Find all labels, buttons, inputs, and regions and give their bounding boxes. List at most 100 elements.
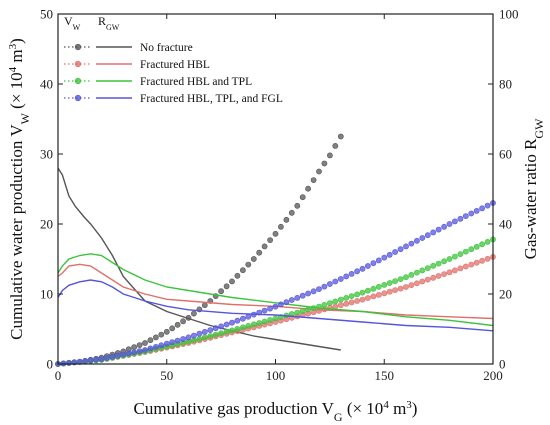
vw-marker <box>261 307 268 314</box>
vw-marker <box>142 347 148 353</box>
vw-marker <box>185 314 192 321</box>
vw-marker <box>310 288 317 295</box>
vw-marker <box>451 267 458 274</box>
y-right-tick-label: 60 <box>499 147 512 162</box>
vw-marker <box>261 243 268 250</box>
vw-marker <box>114 352 121 359</box>
vw-marker <box>462 263 469 270</box>
vw-marker <box>250 321 257 328</box>
vw-marker <box>272 303 279 310</box>
vw-marker <box>479 257 485 264</box>
y-left-tick-label: 10 <box>40 287 53 302</box>
vw-marker <box>473 243 480 250</box>
legend-label: Fractured HBL, TPL, and FGL <box>140 93 283 105</box>
vw-marker <box>457 265 464 272</box>
vw-marker <box>299 308 306 314</box>
vw-marker <box>364 287 371 294</box>
vw-marker <box>261 318 268 325</box>
vw-marker <box>212 325 219 332</box>
vw-marker <box>392 278 398 284</box>
y-right-tick-label: 80 <box>499 77 512 92</box>
vw-markers-3 <box>55 236 496 367</box>
vw-marker <box>386 251 393 258</box>
vw-marker <box>218 323 224 330</box>
y-left-tick-label: 20 <box>40 217 53 232</box>
vw-marker <box>267 305 273 312</box>
vw-marker <box>468 261 475 268</box>
rgw-line-4 <box>57 279 494 332</box>
vw-marker <box>250 256 257 262</box>
vw-marker <box>397 276 404 282</box>
vw-marker <box>364 263 371 269</box>
vw-marker <box>462 213 469 219</box>
legend: VW RGW No fracture Fractured HBL Fractured H… <box>64 14 283 105</box>
vw-marker <box>288 209 295 216</box>
legend-item-2: Fractured HBL <box>64 59 210 71</box>
vw-marker <box>441 223 447 230</box>
vw-marker <box>370 260 377 267</box>
vw-marker <box>147 345 154 352</box>
vw-marker <box>321 160 328 167</box>
vw-marker <box>397 246 404 253</box>
vw-marker <box>392 249 398 255</box>
vw-marker <box>131 344 137 351</box>
vw-marker <box>457 215 464 222</box>
x-tick-label: 100 <box>266 368 286 383</box>
legend-label: No fracture <box>140 42 193 54</box>
vw-marker <box>337 276 344 282</box>
plot-frame <box>57 13 494 365</box>
vw-marker <box>223 328 230 335</box>
vw-marker <box>256 320 263 326</box>
vw-marker <box>229 319 235 326</box>
vw-marker <box>451 253 458 260</box>
x-tick-label: 0 <box>55 368 62 383</box>
vw-marker <box>277 301 284 308</box>
vw-marker <box>283 299 290 306</box>
vw-marker <box>185 334 192 341</box>
vw-marker <box>321 283 328 290</box>
vw-marker <box>397 285 404 292</box>
vw-marker <box>332 278 339 285</box>
legend-header-rgw: RGW <box>98 14 120 32</box>
vw-marker <box>158 342 165 349</box>
legend-marker <box>74 77 82 85</box>
vw-marker <box>294 309 301 316</box>
vw-marker <box>403 274 409 281</box>
vw-marker <box>256 309 263 316</box>
vw-marker <box>424 232 431 239</box>
vw-marker <box>441 271 447 277</box>
vw-marker <box>446 269 453 276</box>
vw-marker <box>299 194 306 201</box>
vw-markers-4 <box>55 200 496 367</box>
vw-marker <box>337 296 344 303</box>
vw-marker <box>381 254 388 261</box>
vw-marker <box>364 295 371 301</box>
vw-marker <box>201 302 208 309</box>
vw-marker <box>343 273 350 280</box>
vw-marker <box>245 313 252 320</box>
vw-marker <box>337 133 344 140</box>
vw-marker <box>386 288 393 295</box>
y-left-axis-title: Cumulative water production VW (× 104 m3… <box>7 38 32 340</box>
vw-marker <box>326 305 333 311</box>
vw-marker <box>82 357 89 364</box>
vw-marker <box>272 315 279 322</box>
vw-marker <box>321 301 328 308</box>
vw-marker <box>125 350 132 357</box>
vw-marker <box>267 317 273 323</box>
vw-marker <box>419 235 426 241</box>
y-right-tick-label: 100 <box>499 7 519 22</box>
vw-marker <box>370 293 377 300</box>
vw-marker <box>229 327 235 334</box>
vw-marker <box>375 283 382 290</box>
vw-marker <box>484 255 491 262</box>
vw-marker <box>305 290 311 297</box>
vw-marker <box>305 306 311 313</box>
vw-marker <box>332 303 339 310</box>
vw-marker <box>441 258 447 265</box>
vw-marker <box>435 260 442 267</box>
legend-marker <box>74 43 82 51</box>
vw-marker <box>468 246 475 253</box>
vw-marker <box>468 210 475 217</box>
